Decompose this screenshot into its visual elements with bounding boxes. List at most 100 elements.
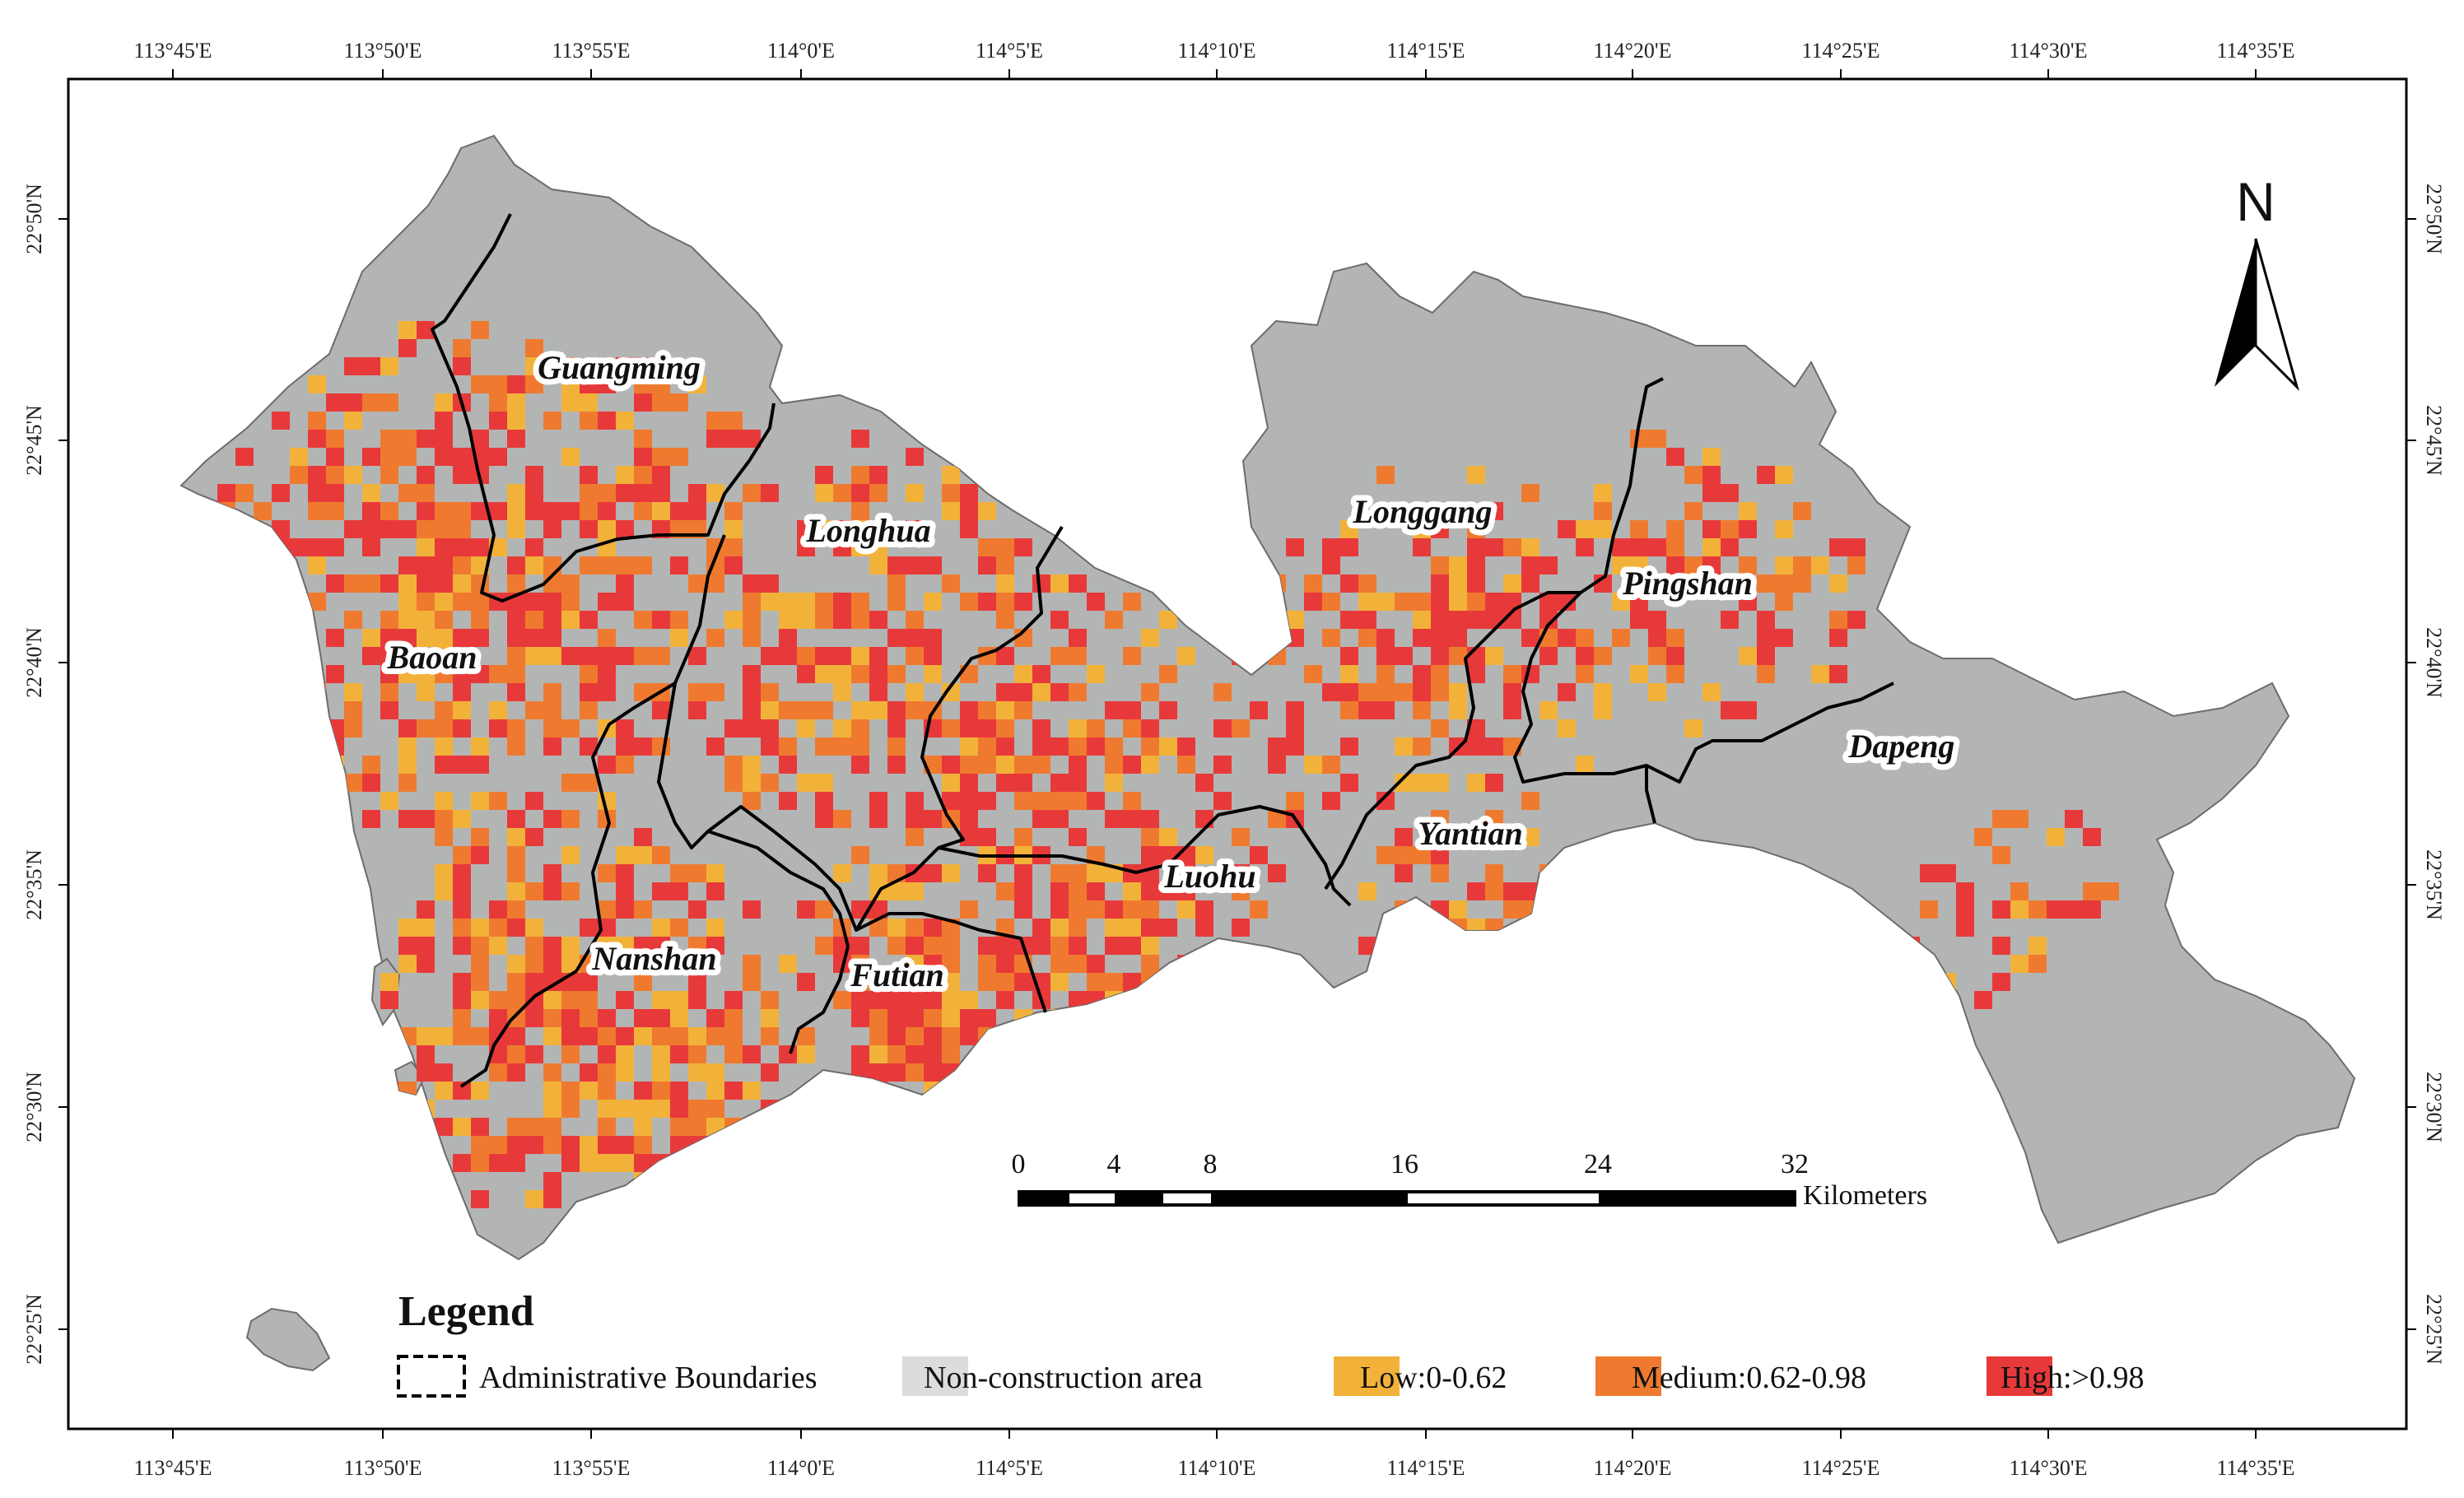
suitability-cell bbox=[1050, 737, 1069, 756]
lat-label-right: 22°35'N bbox=[2422, 849, 2446, 920]
boundary-futian-luohu bbox=[855, 912, 1047, 1013]
suitability-cell bbox=[797, 520, 815, 538]
suitability-cell bbox=[1757, 611, 1775, 629]
suitability-cell bbox=[1467, 466, 1485, 484]
lon-label-top: 114°20'E bbox=[1594, 39, 1672, 63]
suitability-cell bbox=[398, 448, 417, 466]
suitability-cell bbox=[326, 538, 344, 556]
suitability-cell bbox=[453, 575, 471, 593]
suitability-cell bbox=[1594, 701, 1612, 719]
suitability-cell bbox=[1431, 774, 1449, 792]
suitability-cell bbox=[525, 375, 543, 393]
suitability-cell bbox=[1050, 792, 1069, 810]
suitability-cell bbox=[1666, 538, 1684, 556]
suitability-cell bbox=[326, 393, 344, 412]
suitability-cell bbox=[580, 1154, 598, 1172]
suitability-cell bbox=[1340, 575, 1358, 593]
suitability-cell bbox=[1811, 556, 1829, 575]
suitability-cell bbox=[580, 1027, 598, 1045]
suitability-cell bbox=[1485, 611, 1503, 629]
suitability-cell bbox=[906, 955, 924, 973]
suitability-cell bbox=[761, 774, 779, 792]
suitability-cell bbox=[543, 719, 561, 737]
suitability-cell bbox=[1069, 900, 1087, 919]
suitability-cell bbox=[978, 1009, 996, 1027]
scale-tick-labels: 0 4 8 16 24 32 bbox=[1012, 1149, 1810, 1179]
suitability-cell bbox=[869, 900, 887, 919]
suitability-cell bbox=[344, 393, 362, 412]
suitability-cell bbox=[1503, 593, 1521, 611]
suitability-cell bbox=[887, 1045, 906, 1063]
suitability-cell bbox=[616, 864, 634, 882]
suitability-cell bbox=[580, 466, 598, 484]
suitability-cell bbox=[525, 828, 543, 846]
suitability-cell bbox=[815, 647, 833, 665]
suitability-cell bbox=[1141, 629, 1159, 647]
suitability-cell bbox=[525, 1118, 543, 1136]
suitability-cell bbox=[1630, 556, 1648, 575]
suitability-cell bbox=[1087, 900, 1105, 919]
suitability-cell bbox=[435, 448, 453, 466]
suitability-cell bbox=[797, 1027, 815, 1045]
district-label-halo: Pingshan bbox=[1622, 565, 1753, 602]
suitability-cell bbox=[634, 357, 652, 375]
suitability-cell bbox=[543, 1172, 561, 1190]
suitability-cell bbox=[580, 484, 598, 502]
suitability-cell bbox=[2010, 810, 2028, 828]
suitability-cell bbox=[1992, 810, 2010, 828]
suitability-cell bbox=[1105, 919, 1123, 937]
suitability-cell bbox=[906, 919, 924, 937]
suitability-cell bbox=[471, 611, 489, 629]
suitability-cell bbox=[1956, 900, 1974, 919]
lon-label-top: 114°5'E bbox=[976, 39, 1043, 63]
suitability-cell bbox=[435, 629, 453, 647]
suitability-cell bbox=[561, 774, 580, 792]
district-label-halo: Dapeng bbox=[1848, 728, 1955, 765]
suitability-cell bbox=[688, 900, 706, 919]
suitability-cell bbox=[1992, 900, 2010, 919]
suitability-cell bbox=[743, 611, 761, 629]
suitability-cell bbox=[1286, 538, 1304, 556]
suitability-cell bbox=[580, 737, 598, 756]
suitability-cell bbox=[453, 919, 471, 937]
suitability-cell bbox=[706, 430, 724, 448]
suitability-cell bbox=[543, 1082, 561, 1100]
suitability-cell bbox=[1069, 828, 1087, 846]
suitability-cell bbox=[942, 991, 960, 1009]
suitability-cell bbox=[1395, 774, 1413, 792]
suitability-cell bbox=[507, 683, 525, 701]
suitability-cell bbox=[960, 1009, 978, 1027]
suitability-cell bbox=[326, 575, 344, 593]
suitability-cell bbox=[1014, 792, 1032, 810]
suitability-cell bbox=[616, 593, 634, 611]
suitability-cell bbox=[833, 864, 851, 882]
suitability-cell bbox=[724, 412, 743, 430]
suitability-cell bbox=[1232, 719, 1250, 737]
suitability-cell bbox=[489, 665, 507, 683]
district-label-halo: Futian bbox=[850, 956, 943, 993]
suitability-cell bbox=[815, 484, 833, 502]
suitability-cell bbox=[634, 1136, 652, 1154]
suitability-cell bbox=[1684, 466, 1702, 484]
suitability-cell bbox=[453, 520, 471, 538]
suitability-cell bbox=[1485, 828, 1503, 846]
suitability-cell bbox=[1232, 828, 1250, 846]
suitability-cell bbox=[906, 683, 924, 701]
suitability-cell bbox=[1467, 593, 1485, 611]
suitability-cell bbox=[634, 683, 652, 701]
suitability-cell bbox=[489, 448, 507, 466]
suitability-cell bbox=[1974, 991, 1992, 1009]
suitability-cell bbox=[1032, 683, 1050, 701]
suitability-cell bbox=[1721, 575, 1739, 593]
lon-label-bottom: 114°20'E bbox=[1594, 1456, 1672, 1480]
suitability-cell bbox=[887, 737, 906, 756]
suitability-cell bbox=[598, 1136, 616, 1154]
suitability-cell bbox=[417, 575, 435, 593]
district-labels: GuangmingGuangmingLonghuaLonghuaLonggang… bbox=[381, 343, 1961, 999]
suitability-cell bbox=[543, 593, 561, 611]
suitability-cell bbox=[815, 701, 833, 719]
suitability-cell bbox=[362, 357, 380, 375]
suitability-cell bbox=[507, 973, 525, 991]
suitability-cell bbox=[435, 701, 453, 719]
suitability-cell bbox=[598, 1063, 616, 1082]
